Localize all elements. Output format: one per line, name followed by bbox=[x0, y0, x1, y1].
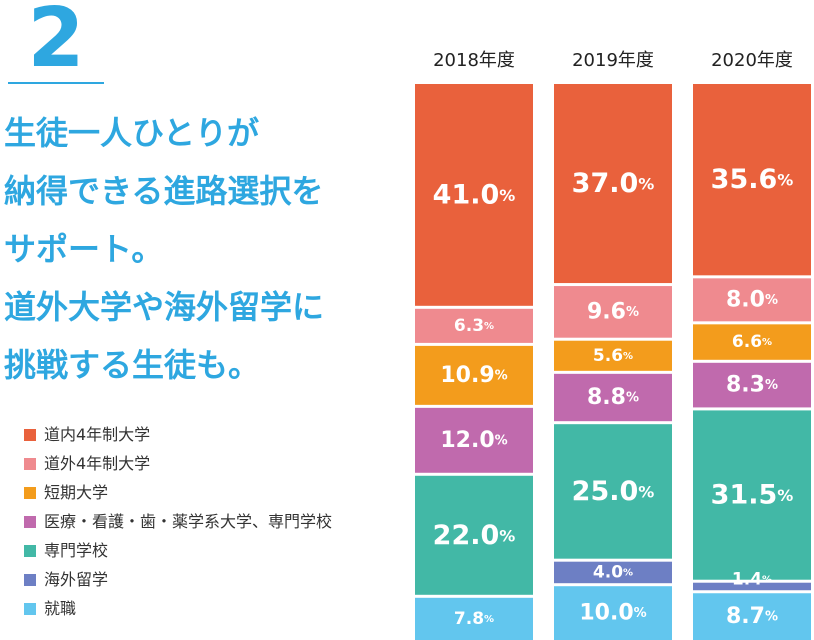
legend-swatch bbox=[24, 458, 36, 470]
headline-line-1: 生徒一人ひとりが bbox=[4, 114, 260, 152]
bar-segment bbox=[693, 84, 811, 276]
data-label: 6.3% bbox=[454, 316, 494, 336]
bar-segment bbox=[554, 561, 672, 584]
bar-segment bbox=[415, 84, 533, 306]
bar-segment bbox=[554, 373, 672, 422]
section-number: 2 bbox=[27, 0, 84, 86]
bar-segment bbox=[693, 410, 811, 580]
data-label: 8.3% bbox=[726, 373, 778, 398]
bar-segment bbox=[554, 586, 672, 640]
bar-segment bbox=[415, 345, 533, 405]
bar-segment bbox=[415, 475, 533, 595]
bar-segment bbox=[554, 84, 672, 284]
bar-segment bbox=[693, 324, 811, 360]
data-label: 7.8% bbox=[454, 609, 494, 629]
headline-line-5: 挑戦する生徒も。 bbox=[4, 346, 261, 384]
legend-label: 道外4年制大学 bbox=[44, 454, 151, 473]
legend-swatch bbox=[24, 429, 36, 441]
headline-line-2: 納得できる進路選択を bbox=[4, 172, 324, 210]
legend-swatch bbox=[24, 487, 36, 499]
bar-segment bbox=[693, 278, 811, 322]
data-label: 1.4% bbox=[732, 570, 772, 590]
legend-label: 医療・看護・歯・薬学系大学、専門学校 bbox=[44, 512, 333, 531]
legend-swatch bbox=[24, 574, 36, 586]
data-label: 6.6% bbox=[732, 332, 772, 352]
headline: 生徒一人ひとりが 納得できる進路選択を サポート。 道外大学や海外留学に 挑戦す… bbox=[4, 104, 396, 394]
headline-line-4: 道外大学や海外留学に bbox=[4, 288, 325, 326]
legend-label: 専門学校 bbox=[44, 541, 109, 560]
headline-line-3: サポート。 bbox=[4, 230, 164, 268]
bar-segment bbox=[693, 582, 811, 591]
category-label: 2019年度 bbox=[572, 50, 654, 71]
legend-swatch bbox=[24, 603, 36, 615]
bar-segment bbox=[554, 340, 672, 371]
legend-label: 短期大学 bbox=[44, 483, 109, 502]
data-label: 5.6% bbox=[593, 346, 633, 366]
category-label: 2018年度 bbox=[433, 50, 515, 71]
data-label: 8.0% bbox=[726, 287, 778, 312]
data-label: 4.0% bbox=[593, 562, 633, 582]
category-label: 2020年度 bbox=[711, 50, 793, 71]
legend-swatch bbox=[24, 545, 36, 557]
section-number-underline bbox=[8, 82, 104, 84]
legend-label: 海外留学 bbox=[44, 570, 109, 589]
bar-segment bbox=[693, 593, 811, 640]
bar-segment bbox=[415, 308, 533, 343]
bar-segment bbox=[554, 286, 672, 338]
bar-segment bbox=[693, 362, 811, 408]
bar-segment bbox=[415, 597, 533, 640]
legend-label: 就職 bbox=[44, 599, 77, 618]
legend-swatch bbox=[24, 516, 36, 528]
bar-segment bbox=[554, 424, 672, 559]
bar-segment bbox=[415, 407, 533, 473]
legend-label: 道内4年制大学 bbox=[44, 425, 151, 444]
